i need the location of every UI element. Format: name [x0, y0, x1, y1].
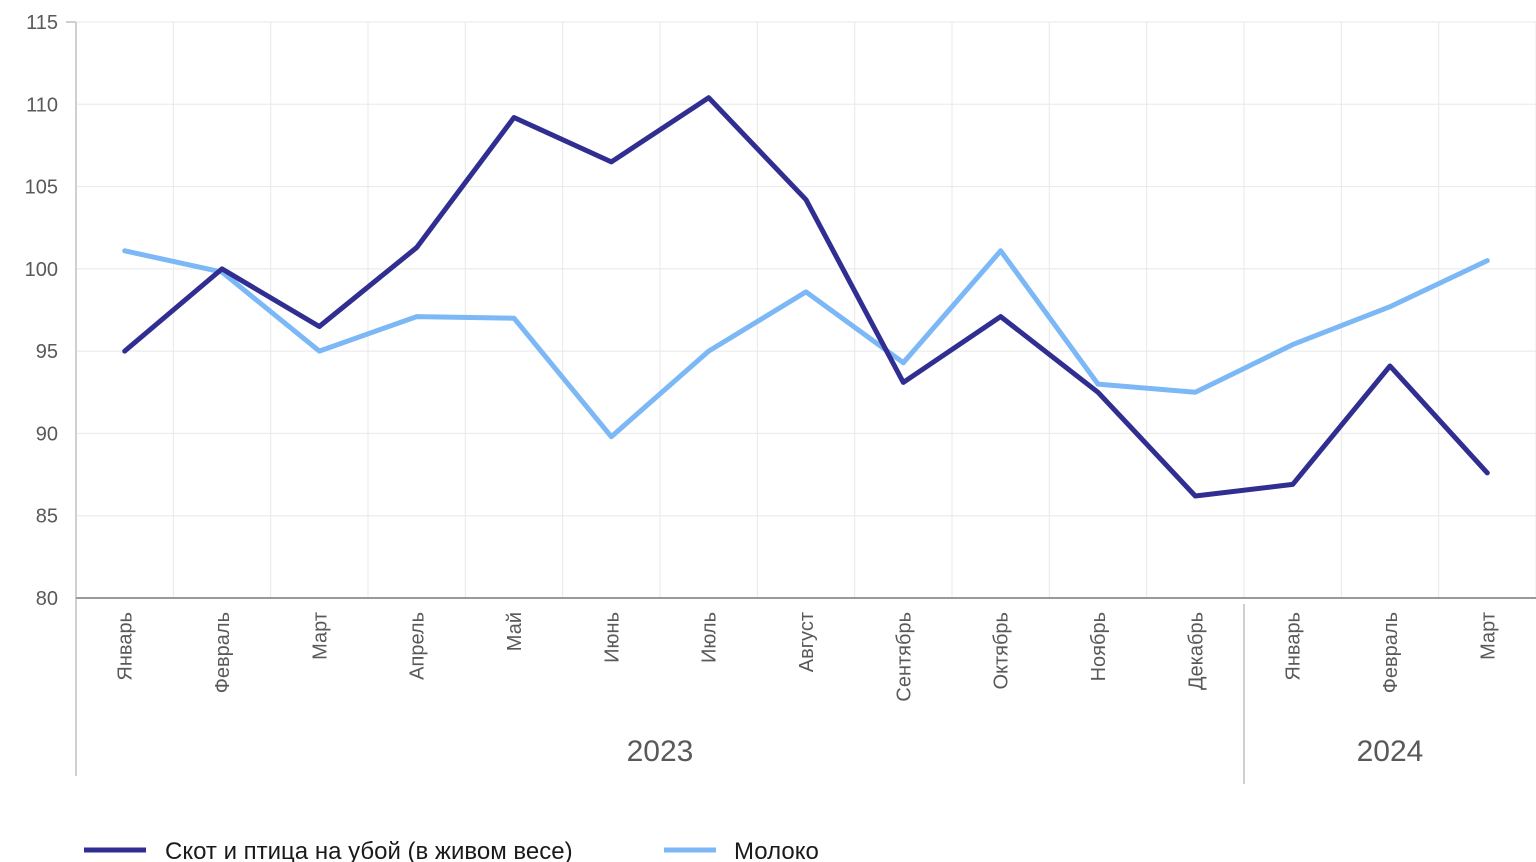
x-tick-label: Январь [1283, 612, 1305, 681]
series-lines [122, 95, 1490, 499]
grid-lines [76, 21, 1536, 599]
x-tick-label: Январь [115, 612, 137, 681]
y-tick-label: 80 [36, 588, 58, 610]
series-line-livestock [122, 95, 1490, 499]
x-tick-label: Май [504, 612, 526, 651]
legend: Скот и птица на убой (в живом весе) Моло… [84, 838, 819, 862]
x-tick-label: Март [309, 612, 331, 660]
year-group-label: 2024 [1357, 735, 1424, 768]
y-tick-label: 90 [36, 423, 58, 445]
x-tick-label: Октябрь [991, 612, 1013, 690]
x-tick-label: Ноябрь [1088, 612, 1110, 681]
legend-label-livestock: Скот и птица на убой (в живом весе) [165, 838, 573, 862]
series-line-milk [122, 248, 1490, 440]
x-tick-label: Март [1477, 612, 1499, 660]
y-tick-label: 100 [25, 259, 58, 281]
y-tick-label: 105 [25, 177, 58, 199]
x-tick-label: Июль [699, 612, 721, 663]
x-tick-label: Июнь [601, 612, 623, 663]
year-group-label: 2023 [627, 735, 694, 768]
y-tick-label: 85 [36, 506, 58, 528]
x-tick-label: Февраль [212, 612, 234, 693]
x-tick-label: Апрель [407, 612, 429, 680]
x-axis: Январь Февраль Март Апрель Май Июнь Июль Август… [76, 597, 1536, 784]
y-tick-label: 110 [26, 94, 58, 116]
legend-label-milk: Молоко [734, 838, 819, 862]
x-tick-label: Август [796, 612, 818, 672]
y-tick-label: 95 [36, 341, 58, 363]
y-axis: 80 85 90 95 100 105 110 115 [25, 12, 77, 776]
x-tick-label: Сентябрь [893, 612, 915, 702]
x-tick-label: Февраль [1380, 612, 1402, 693]
y-tick-label: 115 [26, 12, 58, 34]
x-tick-label: Декабрь [1185, 612, 1207, 690]
